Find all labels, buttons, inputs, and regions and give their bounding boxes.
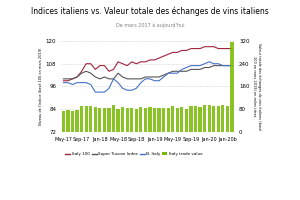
Bar xyxy=(194,106,197,132)
Y-axis label: Niveau de l'indice (basé 100 en mars 2019): Niveau de l'indice (basé 100 en mars 201… xyxy=(39,48,43,125)
Bar xyxy=(158,108,161,132)
Bar xyxy=(135,109,138,132)
Bar xyxy=(189,106,193,132)
Bar xyxy=(148,107,152,132)
Bar xyxy=(185,109,188,132)
Bar xyxy=(103,108,106,132)
Bar xyxy=(144,108,147,132)
Bar xyxy=(171,106,174,132)
Bar xyxy=(180,107,184,132)
Text: De mars 2017 à aujourd'hui: De mars 2017 à aujourd'hui xyxy=(116,22,184,27)
Bar xyxy=(62,111,65,132)
Bar xyxy=(126,108,129,132)
Legend: Italy 100, Super Tuscan Index, N. Italy, Italy trade value: Italy 100, Super Tuscan Index, N. Italy,… xyxy=(64,150,204,158)
Bar xyxy=(162,108,165,132)
Y-axis label: Valeur totale des échanges de vins italiens (basé
100 en mars 2019) en miles tit: Valeur totale des échanges de vins itali… xyxy=(252,43,261,130)
Bar xyxy=(94,107,97,132)
Bar xyxy=(121,107,124,132)
Bar xyxy=(130,108,133,132)
Bar xyxy=(139,107,142,132)
Text: Indices italiens vs. Valeur totale des échanges de vins italiens: Indices italiens vs. Valeur totale des é… xyxy=(31,6,269,16)
Bar xyxy=(217,106,220,132)
Bar xyxy=(80,106,83,132)
Bar xyxy=(116,109,120,132)
Bar xyxy=(66,110,70,132)
Bar xyxy=(199,107,202,132)
Bar xyxy=(112,105,115,132)
Bar xyxy=(89,106,92,132)
Bar xyxy=(98,108,101,132)
Bar xyxy=(221,105,224,132)
Bar xyxy=(85,106,88,132)
Bar xyxy=(203,105,206,132)
Bar xyxy=(208,105,211,132)
Bar xyxy=(176,108,179,132)
Bar xyxy=(107,108,111,132)
Bar xyxy=(76,110,79,132)
Bar xyxy=(71,111,74,132)
Bar xyxy=(226,106,229,132)
Bar xyxy=(167,108,170,132)
Bar xyxy=(212,106,215,132)
Bar xyxy=(153,108,156,132)
Bar xyxy=(230,42,234,132)
